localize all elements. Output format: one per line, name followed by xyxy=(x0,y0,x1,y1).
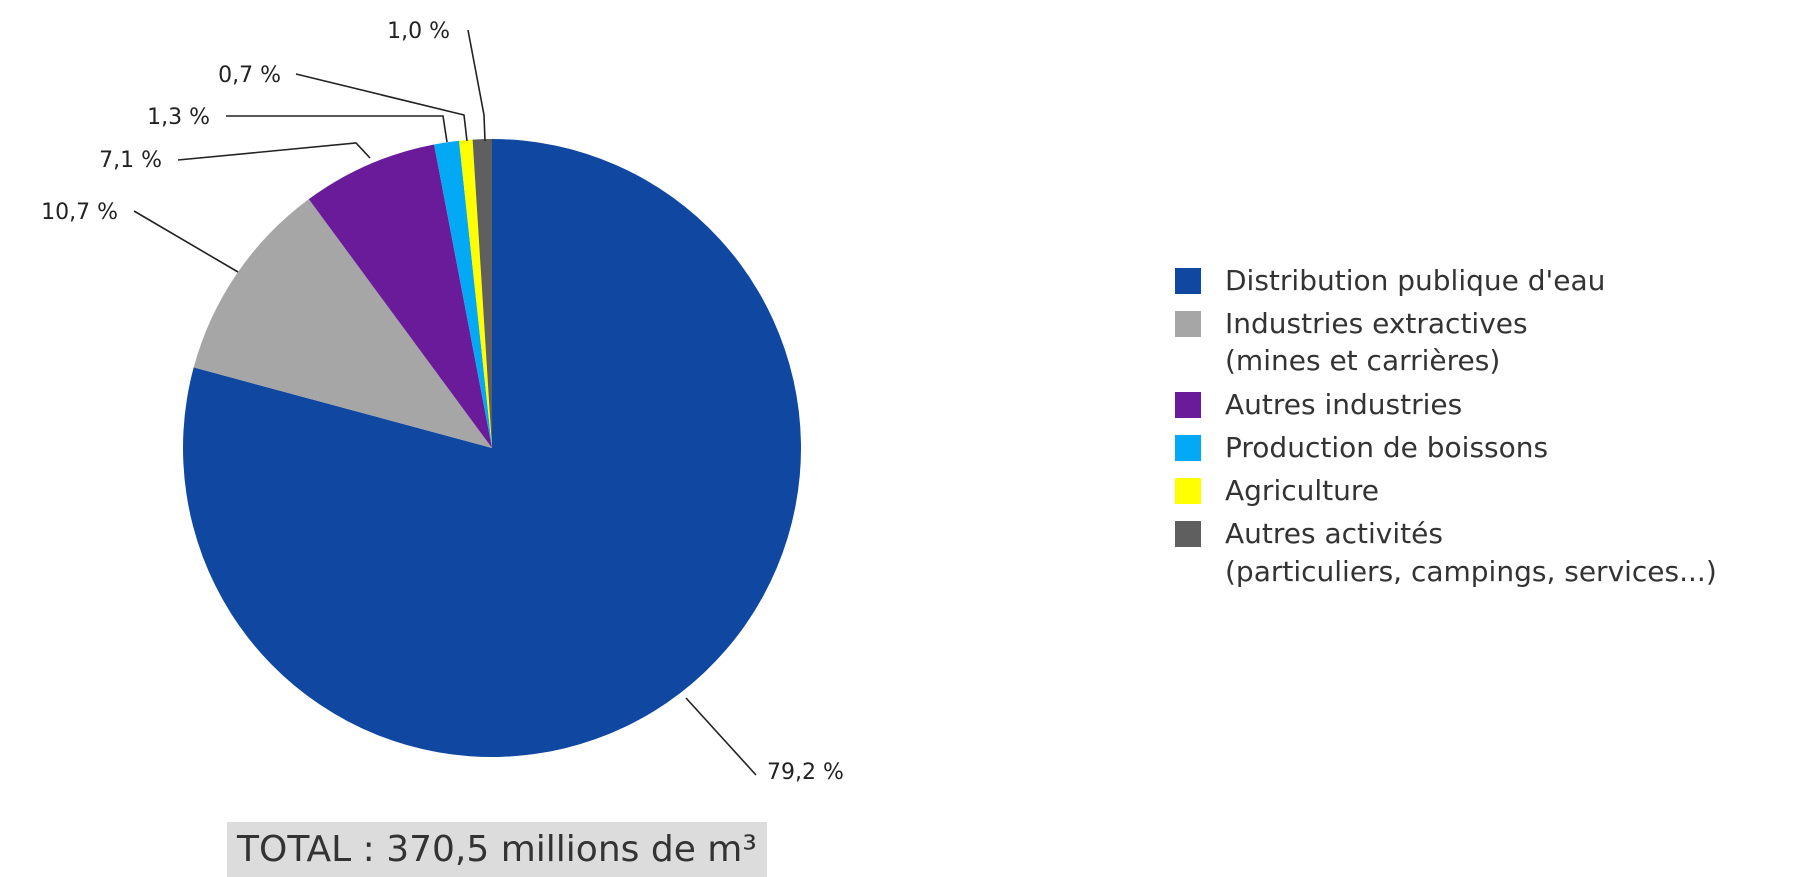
legend-item: Industries extractives (mines et carrièr… xyxy=(1175,305,1717,379)
leader-line xyxy=(133,210,239,273)
total-label: TOTAL : 370,5 millions de m³ xyxy=(227,822,767,877)
pie-slice xyxy=(193,199,492,448)
legend-item: Agriculture xyxy=(1175,472,1717,509)
legend-sublabel: (mines et carrières) xyxy=(1225,344,1501,378)
percentage-label: 10,7 % xyxy=(41,200,118,225)
leader-lines xyxy=(133,29,757,776)
legend-label: Autres industries xyxy=(1225,387,1463,421)
legend-item: Autres industries xyxy=(1175,386,1717,423)
leader-line xyxy=(685,697,757,776)
legend-sublabel: (particuliers, campings, services...) xyxy=(1225,554,1717,588)
legend-swatch xyxy=(1175,391,1201,418)
percentage-label: 1,3 % xyxy=(147,105,210,130)
legend-label: Distribution publique d'eau xyxy=(1225,264,1606,297)
legend-swatch xyxy=(1175,311,1201,338)
legend-swatch xyxy=(1175,521,1201,548)
legend-item: Distribution publique d'eau xyxy=(1175,262,1717,299)
percentage-labels: 79,2 % 10,7 % 7,1 % 1,3 % 0,7 % 1,0 % xyxy=(41,19,844,785)
pie-slice xyxy=(434,140,492,449)
percentage-label: 1,0 % xyxy=(387,19,450,44)
legend-swatch xyxy=(1175,478,1201,505)
legend-label: Industries extractives xyxy=(1225,307,1528,341)
percentage-label: 7,1 % xyxy=(99,148,162,173)
pie-slice xyxy=(308,144,492,448)
percentage-label: 0,7 % xyxy=(218,63,281,88)
legend-swatch xyxy=(1175,268,1201,294)
legend-label: Production de boissons xyxy=(1225,430,1549,464)
legend-label: Autres activités xyxy=(1225,517,1443,551)
legend-item: Production de boissons xyxy=(1175,429,1717,466)
legend-swatch xyxy=(1175,434,1201,461)
leader-line xyxy=(295,73,468,142)
pie-slice xyxy=(459,139,492,448)
leader-line xyxy=(226,115,448,143)
legend: Distribution publique d'eau Industries e… xyxy=(1175,262,1717,596)
leader-line xyxy=(467,29,486,142)
pie-slices xyxy=(183,139,801,757)
legend-item: Autres activités (particuliers, campings… xyxy=(1175,515,1717,589)
leader-line xyxy=(177,142,371,161)
pie-slice xyxy=(472,139,492,448)
legend-label: Agriculture xyxy=(1225,474,1379,508)
percentage-label: 79,2 % xyxy=(767,760,844,785)
